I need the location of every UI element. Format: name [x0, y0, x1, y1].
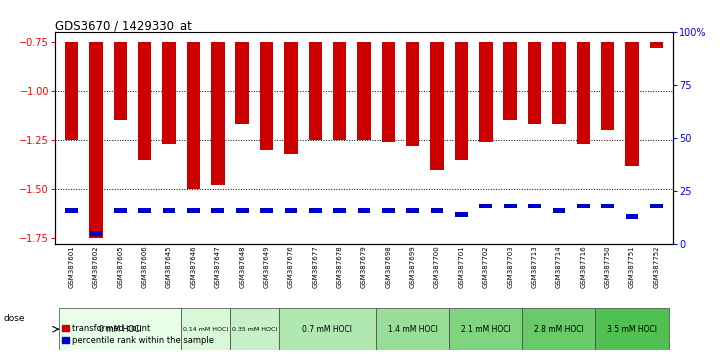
Bar — [431, 208, 443, 213]
Bar — [66, 208, 78, 213]
Bar — [376, 308, 449, 350]
Bar — [625, 214, 638, 219]
Bar — [236, 208, 248, 213]
Bar — [430, 42, 444, 170]
Bar — [553, 42, 566, 124]
Bar — [649, 42, 663, 47]
Text: GSM387649: GSM387649 — [264, 246, 269, 288]
Text: GSM387601: GSM387601 — [68, 246, 75, 288]
Bar — [504, 42, 517, 120]
Bar — [480, 204, 492, 209]
Bar — [381, 42, 395, 142]
Bar — [279, 308, 376, 350]
Text: 0.14 mM HOCl: 0.14 mM HOCl — [183, 327, 228, 332]
Bar — [449, 308, 523, 350]
Text: GSM387606: GSM387606 — [142, 246, 148, 288]
Bar — [181, 308, 230, 350]
Text: GSM387605: GSM387605 — [117, 246, 123, 288]
Text: GSM387677: GSM387677 — [312, 246, 318, 288]
Bar — [260, 42, 273, 150]
Text: GSM387679: GSM387679 — [361, 246, 367, 288]
Text: 2.8 mM HOCl: 2.8 mM HOCl — [534, 325, 584, 334]
Text: GSM387702: GSM387702 — [483, 246, 488, 288]
Bar — [650, 204, 662, 209]
Bar — [528, 42, 541, 124]
Bar — [504, 204, 516, 209]
Text: GSM387713: GSM387713 — [531, 246, 537, 288]
Text: 0 mM HOCl: 0 mM HOCl — [99, 325, 142, 334]
Bar — [187, 208, 199, 213]
Legend: transformed count, percentile rank within the sample: transformed count, percentile rank withi… — [59, 321, 218, 348]
Bar — [309, 42, 322, 140]
Bar — [529, 204, 541, 209]
Bar — [406, 42, 419, 146]
Bar — [284, 42, 298, 154]
Text: GSM387701: GSM387701 — [459, 246, 464, 288]
Bar — [138, 208, 151, 213]
Bar — [235, 42, 249, 124]
Text: GSM387645: GSM387645 — [166, 246, 172, 288]
Bar — [114, 42, 127, 120]
Text: GSM387752: GSM387752 — [653, 246, 660, 288]
Bar — [382, 208, 395, 213]
Bar — [479, 42, 493, 142]
Text: GSM387703: GSM387703 — [507, 246, 513, 288]
Text: GSM387678: GSM387678 — [336, 246, 343, 288]
Bar — [211, 42, 224, 185]
Text: GSM387714: GSM387714 — [556, 246, 562, 288]
Bar — [187, 42, 200, 189]
Bar — [138, 42, 151, 160]
Bar — [90, 231, 103, 236]
Text: GDS3670 / 1429330_at: GDS3670 / 1429330_at — [55, 19, 191, 32]
Bar — [212, 208, 224, 213]
Bar — [333, 42, 347, 140]
Text: 1.4 mM HOCl: 1.4 mM HOCl — [388, 325, 438, 334]
Text: 0.35 mM HOCl: 0.35 mM HOCl — [232, 327, 277, 332]
Bar — [260, 208, 273, 213]
Text: 0.7 mM HOCl: 0.7 mM HOCl — [302, 325, 352, 334]
Bar — [625, 42, 638, 166]
Text: GSM387751: GSM387751 — [629, 246, 635, 288]
Bar — [577, 42, 590, 144]
Bar — [333, 208, 346, 213]
Bar — [114, 208, 127, 213]
Bar — [230, 308, 279, 350]
Bar — [601, 204, 614, 209]
Bar — [406, 208, 419, 213]
Text: GSM387648: GSM387648 — [240, 246, 245, 288]
Text: GSM387676: GSM387676 — [288, 246, 294, 288]
Bar — [90, 42, 103, 238]
Bar — [309, 208, 322, 213]
Text: GSM387716: GSM387716 — [580, 246, 586, 288]
Bar — [596, 308, 668, 350]
Bar — [60, 308, 181, 350]
Text: GSM387602: GSM387602 — [93, 246, 99, 288]
Bar — [577, 204, 590, 209]
Text: GSM387699: GSM387699 — [410, 246, 416, 288]
Bar — [357, 208, 371, 213]
Bar — [455, 212, 468, 217]
Bar — [163, 208, 175, 213]
Text: GSM387750: GSM387750 — [605, 246, 611, 288]
Bar — [65, 42, 79, 140]
Text: 3.5 mM HOCl: 3.5 mM HOCl — [607, 325, 657, 334]
Text: dose: dose — [4, 314, 25, 323]
Bar — [523, 308, 596, 350]
Bar — [357, 42, 371, 140]
Text: GSM387646: GSM387646 — [191, 246, 197, 288]
Text: GSM387698: GSM387698 — [385, 246, 392, 288]
Bar — [455, 42, 468, 160]
Bar — [601, 42, 614, 130]
Bar — [162, 42, 175, 144]
Bar — [285, 208, 297, 213]
Text: GSM387647: GSM387647 — [215, 246, 221, 288]
Bar — [553, 208, 565, 213]
Text: 2.1 mM HOCl: 2.1 mM HOCl — [461, 325, 510, 334]
Text: GSM387700: GSM387700 — [434, 246, 440, 288]
